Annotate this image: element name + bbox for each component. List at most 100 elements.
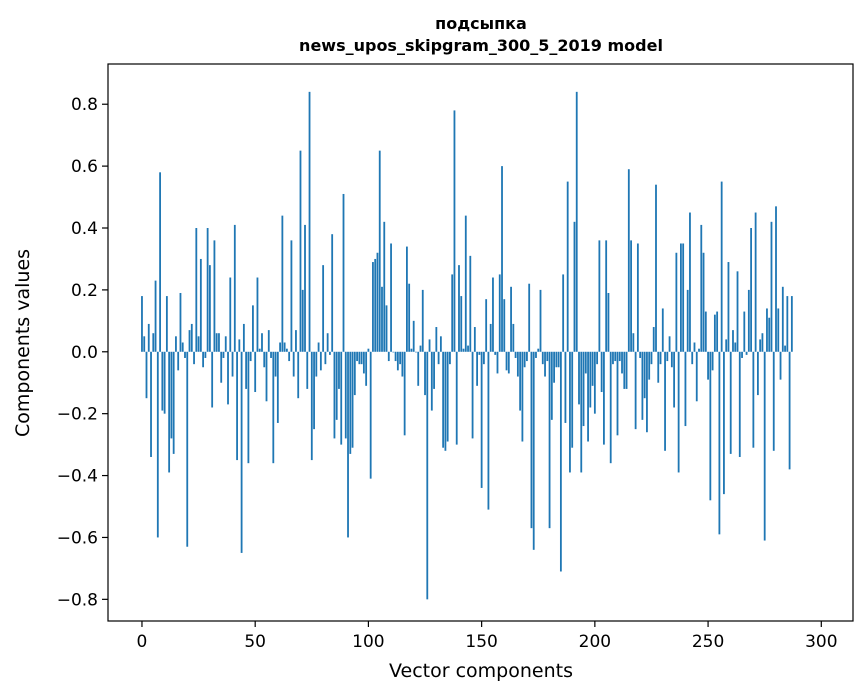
bar: [437, 351, 440, 365]
bar: [396, 351, 399, 371]
bar: [603, 351, 605, 445]
bar: [473, 327, 476, 352]
bar: [417, 351, 420, 386]
bar: [621, 351, 623, 374]
bar: [775, 206, 777, 352]
y-tick-label: −0.6: [57, 528, 98, 548]
bar: [747, 289, 750, 352]
bar: [544, 351, 546, 377]
bar: [179, 292, 182, 352]
bar: [190, 323, 193, 352]
bar: [702, 252, 705, 352]
bar: [718, 351, 721, 535]
bar: [768, 317, 771, 352]
bar: [514, 351, 517, 358]
x-tick-label: 250: [692, 632, 724, 652]
bar: [541, 351, 544, 365]
bar: [449, 351, 451, 365]
bar-series: [141, 91, 793, 600]
bar: [693, 342, 696, 352]
y-tick-label: −0.2: [57, 405, 98, 425]
bar: [627, 169, 630, 352]
bar: [261, 333, 263, 352]
y-tick-label: 0.6: [71, 157, 98, 177]
bar: [661, 308, 664, 352]
bar: [725, 339, 728, 352]
bar: [356, 351, 358, 362]
bar: [358, 351, 361, 365]
bar: [756, 351, 759, 396]
bar: [779, 351, 782, 380]
bar: [290, 240, 293, 352]
bar: [408, 283, 411, 352]
bar: [598, 240, 601, 352]
bar: [539, 289, 542, 352]
bar: [639, 351, 642, 358]
bar: [655, 184, 657, 352]
bar: [546, 351, 549, 362]
bar: [301, 289, 304, 352]
bar: [236, 351, 238, 461]
bar: [550, 351, 553, 420]
bar: [673, 351, 676, 408]
bar: [267, 330, 270, 352]
bar: [338, 351, 340, 389]
bar: [213, 240, 216, 352]
bar: [729, 351, 732, 454]
bar: [247, 351, 250, 464]
bar: [781, 286, 784, 352]
bar: [571, 351, 574, 448]
bar: [528, 283, 531, 352]
bar: [344, 351, 347, 439]
bar: [462, 348, 465, 352]
bar: [252, 305, 254, 352]
bar: [208, 265, 211, 352]
bar: [537, 348, 540, 352]
bar: [727, 262, 730, 352]
bar: [315, 351, 318, 377]
y-tick-label: −0.4: [57, 467, 98, 487]
bar: [238, 339, 241, 352]
bar: [736, 271, 739, 352]
bar: [616, 351, 619, 436]
bar: [428, 339, 431, 352]
bar: [689, 212, 691, 352]
bar: [435, 327, 438, 352]
bar: [360, 351, 363, 365]
bar: [634, 351, 637, 430]
bar: [453, 110, 456, 352]
bar: [507, 351, 510, 374]
bar: [609, 351, 612, 464]
bar: [326, 333, 329, 352]
bar: [249, 351, 252, 362]
bar: [410, 348, 413, 352]
bar: [308, 91, 311, 352]
bar: [367, 348, 370, 352]
bar: [713, 314, 716, 352]
bar: [503, 299, 506, 352]
bar: [168, 351, 171, 473]
bar: [156, 351, 159, 538]
bar: [292, 351, 295, 377]
bar: [677, 351, 680, 473]
bar: [532, 351, 535, 550]
bar: [704, 311, 707, 352]
bar: [752, 351, 755, 448]
bar: [548, 351, 551, 529]
bar: [159, 172, 161, 352]
bar: [777, 308, 780, 352]
bar: [625, 351, 628, 389]
bar: [376, 252, 379, 352]
bar: [761, 333, 764, 352]
bar: [265, 351, 268, 402]
bar: [415, 351, 417, 353]
bar: [222, 351, 225, 358]
bar: [464, 215, 467, 352]
plot-frame: [107, 63, 854, 622]
bar: [254, 351, 257, 393]
bar: [285, 348, 288, 352]
bar: [372, 262, 374, 352]
bar: [274, 351, 277, 377]
bar: [387, 351, 390, 362]
bar: [480, 351, 483, 488]
